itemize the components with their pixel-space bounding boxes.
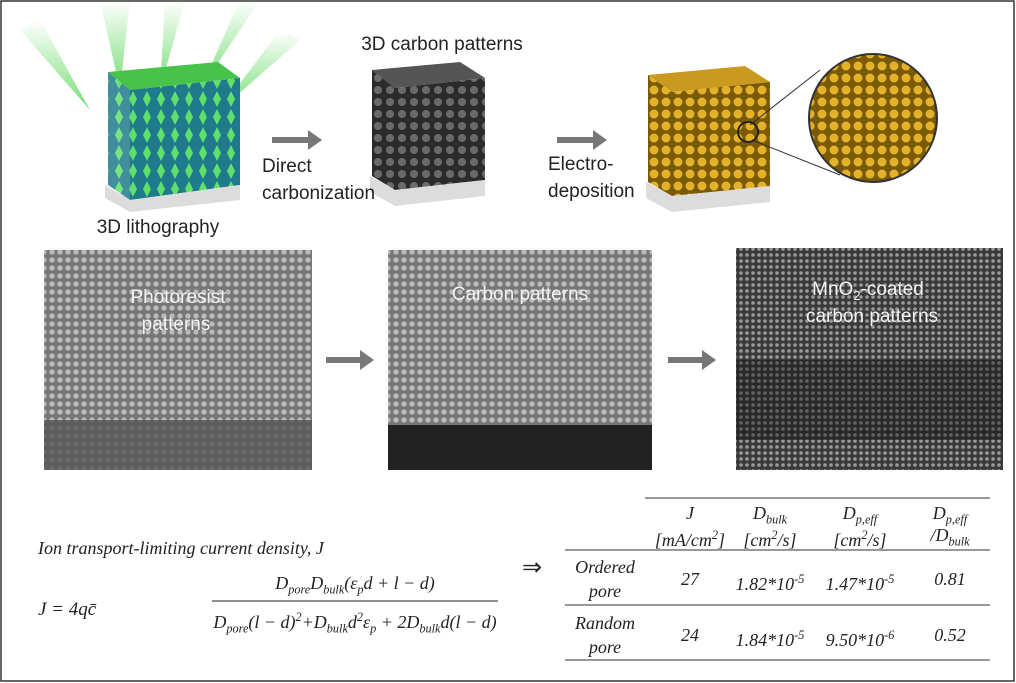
supscript: -5 — [794, 628, 804, 642]
cell: 0.52 — [934, 622, 966, 648]
header-cell: [cm2/s] — [833, 522, 886, 553]
label: 3D carbon patterns — [361, 32, 523, 58]
label: Electro- — [548, 152, 613, 178]
cell: 0.81 — [934, 566, 966, 592]
text: /D — [930, 525, 948, 545]
text: (ε — [344, 573, 357, 593]
row-label: pore — [589, 634, 621, 660]
supscript: -6 — [884, 628, 894, 642]
text: D — [275, 573, 288, 593]
subscript: pore — [226, 622, 248, 636]
subscript: bulk — [323, 583, 344, 597]
row-label: Ordered — [575, 554, 635, 580]
subscript: pore — [288, 583, 310, 597]
cell: 9.50*10-6 — [826, 622, 895, 653]
text: [mA/cm — [655, 530, 712, 550]
text: d(l − d) — [440, 612, 496, 632]
text: [cm — [743, 530, 771, 550]
text: D — [933, 503, 946, 523]
text: D — [213, 612, 226, 632]
text: D — [753, 503, 766, 523]
text: ε — [363, 612, 370, 632]
text: ] — [718, 530, 725, 550]
text: /s] — [868, 530, 887, 550]
label: Direct — [262, 154, 312, 180]
subscript: bulk — [327, 622, 348, 636]
photoresist-cube — [105, 62, 240, 212]
text: -coated — [861, 279, 924, 300]
cell: 27 — [681, 566, 699, 592]
caption: Ion transport-limiting current density, … — [38, 535, 324, 561]
text: 1.82*10 — [736, 574, 795, 594]
text: 1.47*10 — [826, 574, 885, 594]
text: D — [310, 573, 323, 593]
row-label: Random — [575, 610, 635, 636]
text: +D — [302, 612, 327, 632]
sem-label: carbon patterns — [806, 304, 938, 330]
carbon-cube — [370, 62, 485, 206]
label: 3D lithography — [97, 215, 220, 241]
supscript: -5 — [884, 572, 894, 586]
text: d + l − d) — [363, 573, 434, 593]
label: deposition — [548, 179, 635, 205]
label: carbonization — [262, 181, 375, 207]
text: (l − d) — [248, 612, 295, 632]
cell: 1.84*10-5 — [736, 622, 805, 653]
text: MnO — [812, 279, 853, 300]
gold-cube — [646, 54, 937, 212]
cell: 24 — [681, 622, 699, 648]
sem-label: Photoresist — [130, 285, 225, 311]
header-cell: /Dbulk — [930, 522, 969, 555]
header-cell: [mA/cm2] — [655, 522, 725, 553]
sem-label: patterns — [142, 312, 211, 338]
denominator: Dpore(l − d)2+Dbulkd2εp + 2Dbulkd(l − d) — [213, 604, 496, 642]
figure: 3D carbon patterns Direct carbonization … — [0, 0, 1016, 683]
sem-label: Carbon patterns — [452, 282, 588, 308]
text: [cm — [833, 530, 861, 550]
numerator: DporeDbulk(εpd + l − d) — [275, 570, 435, 603]
implies: ⇒ — [522, 555, 542, 581]
subscript: bulk — [948, 535, 969, 549]
text: /s] — [778, 530, 797, 550]
equation-lhs: J = 4qc̄ — [38, 597, 96, 623]
text: D — [843, 503, 856, 523]
cell: 1.82*10-5 — [736, 566, 805, 597]
text: 9.50*10 — [826, 630, 885, 650]
supscript: -5 — [794, 572, 804, 586]
header-cell: [cm2/s] — [743, 522, 796, 553]
text: 1.84*10 — [736, 630, 795, 650]
text: J — [686, 503, 694, 523]
subscript: bulk — [419, 622, 440, 636]
cell: 1.47*10-5 — [826, 566, 895, 597]
row-label: pore — [589, 578, 621, 604]
text: + 2D — [376, 612, 419, 632]
